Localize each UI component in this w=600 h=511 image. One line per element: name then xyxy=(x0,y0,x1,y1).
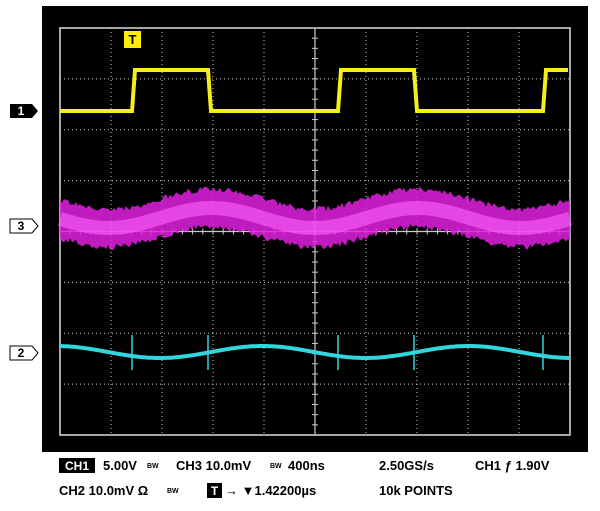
trigger-badge: T xyxy=(211,484,219,498)
trigger-position: → ▼1.42200µs xyxy=(225,483,316,498)
sample-rate: 2.50GS/s xyxy=(379,458,434,473)
ch3-marker: 3 xyxy=(18,219,25,233)
ch3-bw: BW xyxy=(270,463,282,470)
trigger-marker: T xyxy=(129,32,137,47)
ch1-badge: CH1 xyxy=(65,459,89,473)
ch1-scale: 5.00V xyxy=(103,458,137,473)
ch2-marker: 2 xyxy=(18,346,25,360)
ch1-bw: BW xyxy=(147,463,159,470)
ch2-bw: BW xyxy=(167,488,179,495)
ch3-scale: CH3 10.0mV xyxy=(176,458,251,473)
ch1-marker: 1 xyxy=(18,104,25,118)
trigger-level: CH1 ƒ 1.90V xyxy=(475,458,550,473)
ch2-scale: CH2 10.0mV Ω xyxy=(59,483,148,498)
record-length: 10k POINTS xyxy=(379,483,453,498)
timebase: 400ns xyxy=(288,458,325,473)
